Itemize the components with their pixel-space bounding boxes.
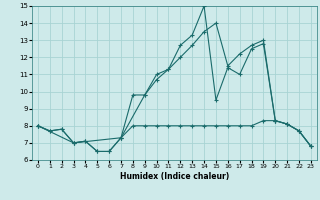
X-axis label: Humidex (Indice chaleur): Humidex (Indice chaleur) — [120, 172, 229, 181]
